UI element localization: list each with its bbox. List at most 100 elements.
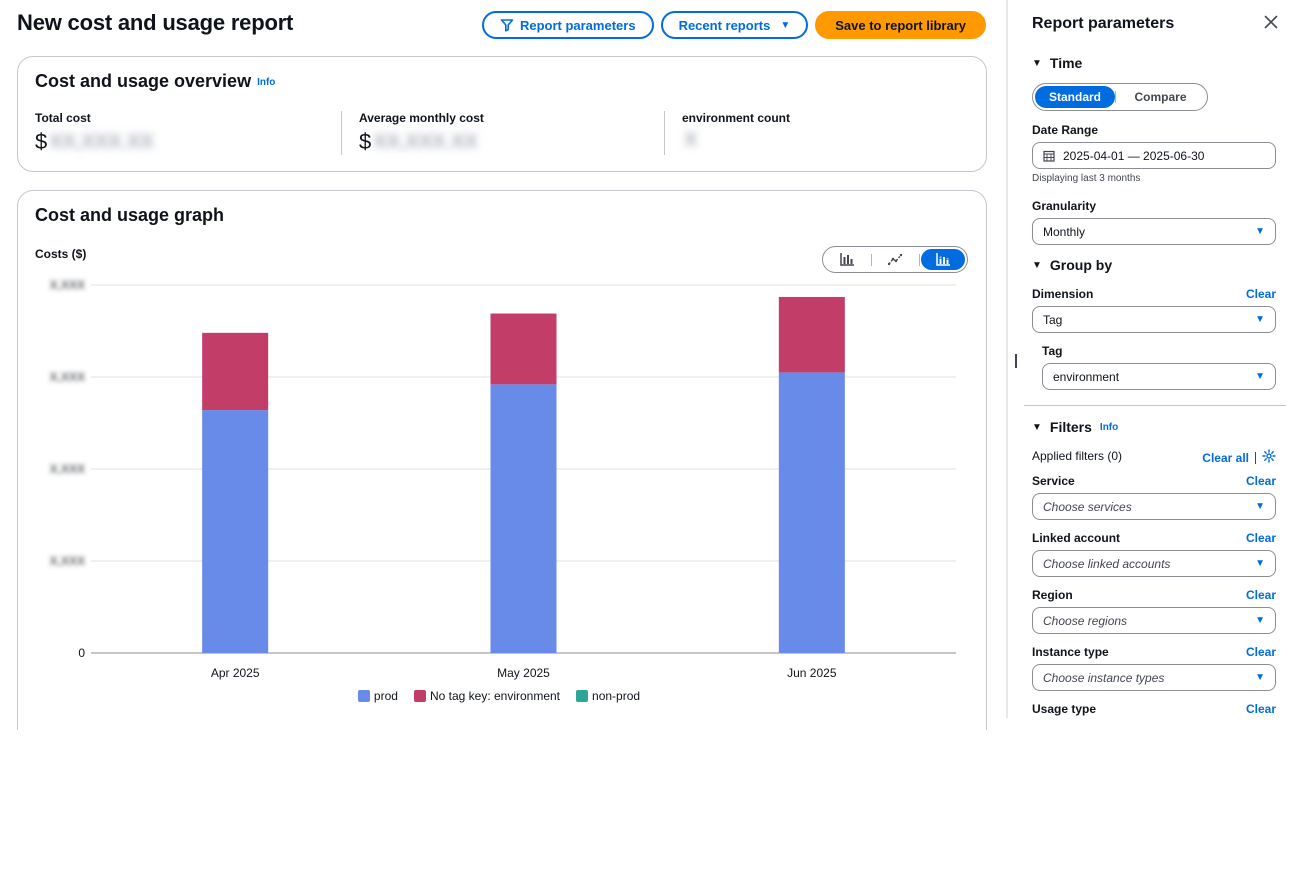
filters-info-link[interactable]: Info [1099, 421, 1119, 433]
applied-filters-count: Applied filters (0) [1032, 449, 1123, 463]
redacted-value: XX,XXX.XX [49, 130, 154, 153]
section-divider [1024, 405, 1286, 406]
redacted-value: XX,XXX.XX [373, 130, 478, 153]
filter-placeholder: Choose regions [1043, 613, 1128, 628]
cost-usage-chart: 0 X,XXX X,XXX X,XXX X,XXX Apr 2025 May 2025 Jun… [50, 278, 956, 680]
line-chart-view-button[interactable] [873, 249, 917, 270]
date-range-label: Date Range [1032, 123, 1099, 137]
overview-info-link[interactable]: Info [257, 76, 276, 88]
caret-down-icon: ▼ [1032, 421, 1042, 433]
legend-item[interactable]: non-prod [576, 689, 646, 703]
caret-down-icon: ▼ [1255, 672, 1265, 683]
date-range-value: 2025-04-01 — 2025-06-30 [1063, 148, 1205, 163]
legend-swatch [357, 690, 370, 702]
segment-compare[interactable]: Compare [1134, 90, 1187, 104]
filter-clear-instance-type[interactable]: Clear [1245, 645, 1276, 659]
filter-clear-region[interactable]: Clear [1245, 588, 1276, 602]
panel-title: Report parameters [1032, 15, 1175, 32]
filter-clear-linked-account[interactable]: Clear [1245, 531, 1276, 545]
caret-down-icon: ▼ [1032, 57, 1042, 69]
cost-usage-overview-card: Cost and usage overview Info Total cost $… [17, 56, 987, 172]
caret-down-icon: ▼ [1255, 501, 1265, 512]
x-tick-label: Apr 2025 [211, 666, 260, 680]
segment-separator [1115, 91, 1116, 103]
clear-all-link[interactable]: Clear all [1202, 450, 1249, 465]
bar-chart-view-button[interactable] [825, 249, 869, 270]
header-actions: Report parameters Recent reports ▼ Save … [481, 11, 986, 39]
caret-down-icon: ▼ [1255, 558, 1265, 569]
bar-segment [490, 313, 557, 385]
resize-handle[interactable] [1015, 354, 1017, 368]
legend-label: non-prod [592, 689, 641, 703]
report-parameters-button[interactable]: Report parameters [481, 11, 654, 39]
time-section-toggle[interactable]: ▼ Time [1032, 55, 1082, 71]
chart-type-toggle [822, 246, 968, 273]
filter-clear-service[interactable]: Clear [1245, 474, 1276, 488]
x-tick-label: May 2025 [497, 666, 550, 680]
metric-environment-count: environment count X [682, 111, 982, 157]
caret-down-icon: ▼ [1255, 226, 1265, 237]
legend-label: prod [373, 689, 398, 703]
clear-all-filters: Clear all [1202, 449, 1276, 466]
filter-select-linked-account[interactable]: Choose linked accounts ▼ [1032, 550, 1276, 577]
filter-label-region: Region [1032, 588, 1073, 602]
settings-gear-icon[interactable] [1262, 449, 1276, 466]
dimension-label: Dimension [1032, 287, 1094, 301]
bar-segment [490, 384, 557, 653]
dimension-clear-link[interactable]: Clear [1245, 287, 1276, 301]
recent-reports-button[interactable]: Recent reports ▼ [660, 11, 809, 39]
panel-splitter[interactable] [1006, 0, 1008, 718]
main-content: New cost and usage report Report paramet… [17, 10, 987, 730]
group-by-section-toggle[interactable]: ▼ Group by [1032, 257, 1112, 273]
filter-clear-usage-type[interactable]: Clear [1245, 702, 1276, 716]
granularity-value: Monthly [1043, 224, 1086, 239]
filter-placeholder: Choose linked accounts [1043, 556, 1171, 571]
overview-title: Cost and usage overview Info [35, 71, 275, 92]
report-parameters-panel: Report parameters ▼ Time Standard Compar… [1024, 0, 1286, 718]
stacked-bar-chart-view-button[interactable] [921, 249, 965, 270]
filter-select-region[interactable]: Choose regions ▼ [1032, 607, 1276, 634]
page-title: New cost and usage report [17, 10, 294, 35]
date-range-hint: Displaying last 3 months [1032, 173, 1141, 184]
y-axis-title: Costs ($) [35, 247, 87, 261]
legend-item[interactable]: No tag key: environment [413, 689, 566, 703]
filter-select-service[interactable]: Choose services ▼ [1032, 493, 1276, 520]
filter-icon [500, 19, 514, 32]
currency-symbol: $ [359, 129, 372, 154]
caret-down-icon: ▼ [1255, 615, 1265, 626]
date-range-input[interactable]: 2025-04-01 — 2025-06-30 [1032, 142, 1276, 169]
chart-legend: prod No tag key: environment non-prod [18, 689, 986, 703]
dimension-select[interactable]: Tag ▼ [1032, 306, 1276, 333]
segment-standard[interactable]: Standard [1035, 86, 1115, 108]
close-icon[interactable] [1264, 14, 1278, 32]
bar-segment [202, 410, 269, 653]
toggle-separator [870, 253, 872, 266]
group-by-heading: Group by [1049, 257, 1113, 273]
y-tick-label: X,XXX [50, 462, 85, 476]
time-mode-segmented-control: Standard Compare [1032, 83, 1208, 111]
stacked-bar-chart-icon [936, 253, 950, 266]
legend-item[interactable]: prod [357, 689, 404, 703]
metric-average-monthly-cost: Average monthly cost $ XX,XXX.XX [359, 111, 659, 157]
save-to-report-library-button[interactable]: Save to report library [815, 11, 986, 39]
filter-select-instance-type[interactable]: Choose instance types ▼ [1032, 664, 1276, 691]
legend-label: No tag key: environment [429, 689, 561, 703]
metric-label: Average monthly cost [359, 111, 484, 125]
time-heading: Time [1049, 55, 1083, 71]
filters-heading: Filters [1049, 419, 1092, 435]
filters-section-toggle[interactable]: ▼ Filters Info [1032, 419, 1118, 435]
filter-placeholder: Choose services [1043, 499, 1132, 514]
y-tick-label: X,XXX [50, 278, 85, 292]
metric-label: environment count [682, 111, 791, 125]
granularity-label: Granularity [1032, 199, 1097, 213]
metric-divider [664, 111, 665, 155]
cost-usage-graph-card: Cost and usage graph Costs ($) 0 X,XXX X,X… [17, 190, 987, 730]
filter-label-instance-type: Instance type [1032, 645, 1109, 659]
separator [1255, 451, 1256, 464]
y-tick-label: X,XXX [50, 554, 85, 568]
bar-segment [778, 372, 845, 653]
currency-symbol: $ [35, 129, 48, 154]
tag-select[interactable]: environment ▼ [1042, 363, 1276, 390]
bar-segment [202, 332, 269, 411]
granularity-select[interactable]: Monthly ▼ [1032, 218, 1276, 245]
